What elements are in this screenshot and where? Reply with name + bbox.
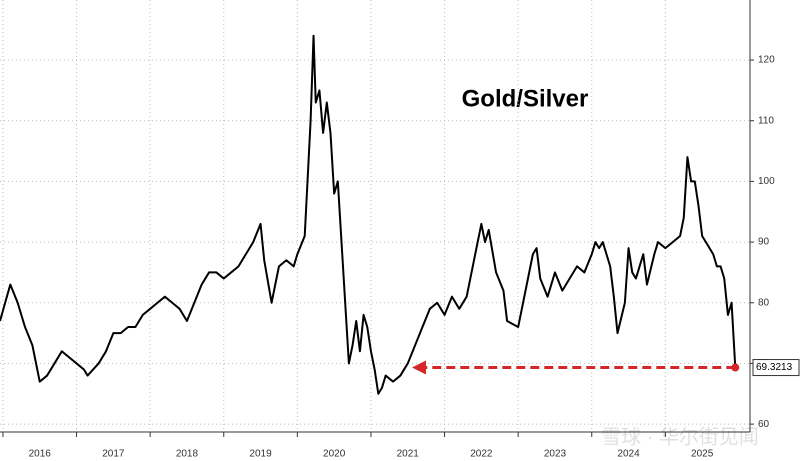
x-tick-label: 2017 <box>102 449 125 460</box>
x-tick-label: 2018 <box>176 449 199 460</box>
y-tick-label: 100 <box>758 176 775 187</box>
y-tick-label: 80 <box>758 297 770 308</box>
x-tick-label: 2024 <box>617 449 640 460</box>
x-tick-label: 2016 <box>29 449 52 460</box>
x-tick-label: 2025 <box>691 449 714 460</box>
x-tick-label: 2022 <box>470 449 493 460</box>
x-tick-label: 2023 <box>544 449 567 460</box>
x-tick-label: 2019 <box>249 449 272 460</box>
x-tick-label: 2021 <box>397 449 420 460</box>
watermark: 雪球 · 华尔街见闻 <box>601 425 759 448</box>
y-tick-label: 120 <box>758 55 775 66</box>
y-tick-label: 110 <box>758 115 774 126</box>
x-tick-label: 2020 <box>323 449 346 460</box>
data-line <box>0 34 737 395</box>
y-tick-label: 60 <box>758 419 770 430</box>
last-value-label: 69.3213 <box>756 362 793 373</box>
last-point <box>731 363 740 372</box>
chart-title: Gold/Silver <box>462 85 589 112</box>
arrow-head <box>412 360 426 375</box>
y-tick-label: 90 <box>758 237 770 248</box>
last-value-box <box>752 359 800 377</box>
